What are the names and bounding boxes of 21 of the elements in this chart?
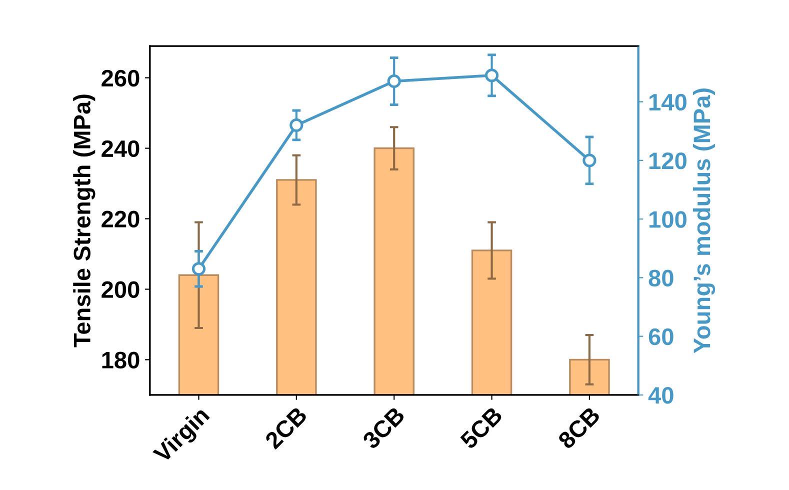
y-tick-label: 200	[102, 281, 140, 298]
point	[387, 74, 401, 88]
point	[484, 68, 499, 82]
point	[582, 154, 596, 168]
y-tick-label: 260	[102, 70, 140, 87]
y2-tick-label: 120	[650, 152, 686, 170]
y2-axis-title: Young’s modulus (MPa)	[692, 88, 716, 354]
y-tick-label: 220	[102, 210, 140, 228]
x-tick-label: 5CB	[459, 406, 504, 450]
y2-tick-label: 100	[650, 211, 686, 228]
y2-tick-label: 40	[648, 387, 674, 404]
y-axis-title: Tensile Strength (MPa)	[73, 94, 96, 348]
point	[192, 262, 206, 276]
x-tick-label: 3CB	[362, 406, 406, 450]
x-tick-label: 8CB	[557, 406, 601, 450]
y2-tick-label: 60	[648, 328, 674, 346]
y2-tick-label: 140	[650, 94, 686, 111]
y2-tick-label: 80	[648, 270, 674, 286]
y-tick-label: 240	[102, 140, 140, 158]
y-tick-label: 180	[102, 352, 140, 368]
point	[290, 118, 304, 132]
